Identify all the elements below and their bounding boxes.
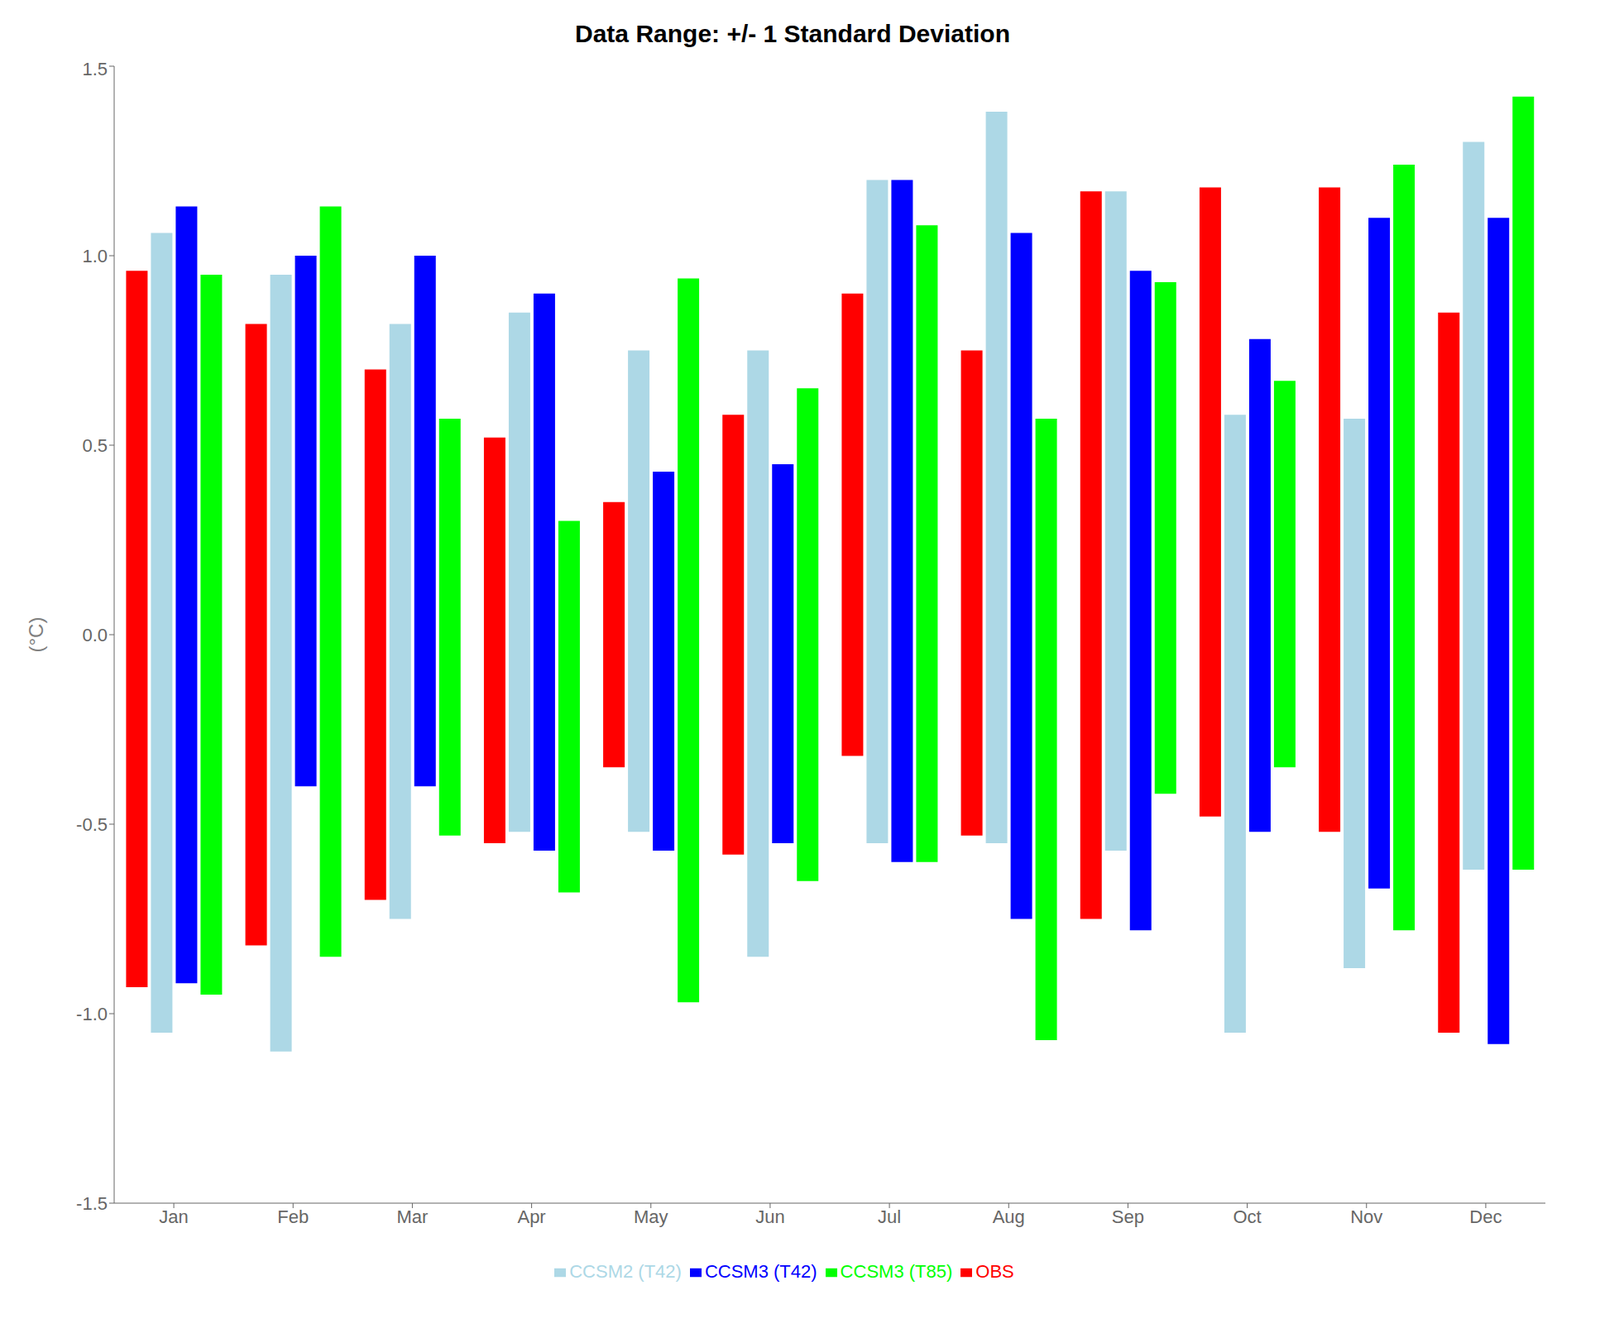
svg-text:Jul: Jul [877,1206,901,1227]
html-text:CCSM2 (T42): CCSM2 (T42) [569,1260,682,1282]
svg-text:1.5: 1.5 [81,58,108,80]
svg-text:Jun: Jun [755,1206,785,1227]
html-text:Data Range: +/- 1 Standard Dev: Data Range: +/- 1 Standard Deviation [574,19,1011,48]
svg-text:Mar: Mar [396,1206,428,1227]
html-text:OBS: OBS [975,1260,1015,1282]
svg-text:Sep: Sep [1111,1206,1145,1227]
html-text:CCSM3 (T85): CCSM3 (T85) [840,1260,953,1282]
html-text:CCSM3 (T42): CCSM3 (T42) [704,1260,818,1282]
svg-text:May: May [633,1206,669,1227]
svg-text:Dec: Dec [1469,1206,1502,1227]
svg-text:Apr: Apr [517,1206,546,1227]
svg-text:1.0: 1.0 [81,245,108,267]
svg-text:Oct: Oct [1232,1206,1261,1227]
svg-text:0.0: 0.0 [81,624,108,646]
svg-text:Jan: Jan [158,1206,188,1227]
svg-text:0.5: 0.5 [81,435,108,456]
svg-text:-0.5: -0.5 [76,814,108,835]
svg-text:Feb: Feb [277,1206,309,1227]
svg-text:-1.0: -1.0 [76,1003,108,1025]
svg-text:-1.5: -1.5 [76,1192,108,1214]
svg-text:Aug: Aug [992,1206,1026,1227]
svg-text:(°C): (°C) [24,617,48,653]
svg-text:Nov: Nov [1350,1206,1383,1227]
